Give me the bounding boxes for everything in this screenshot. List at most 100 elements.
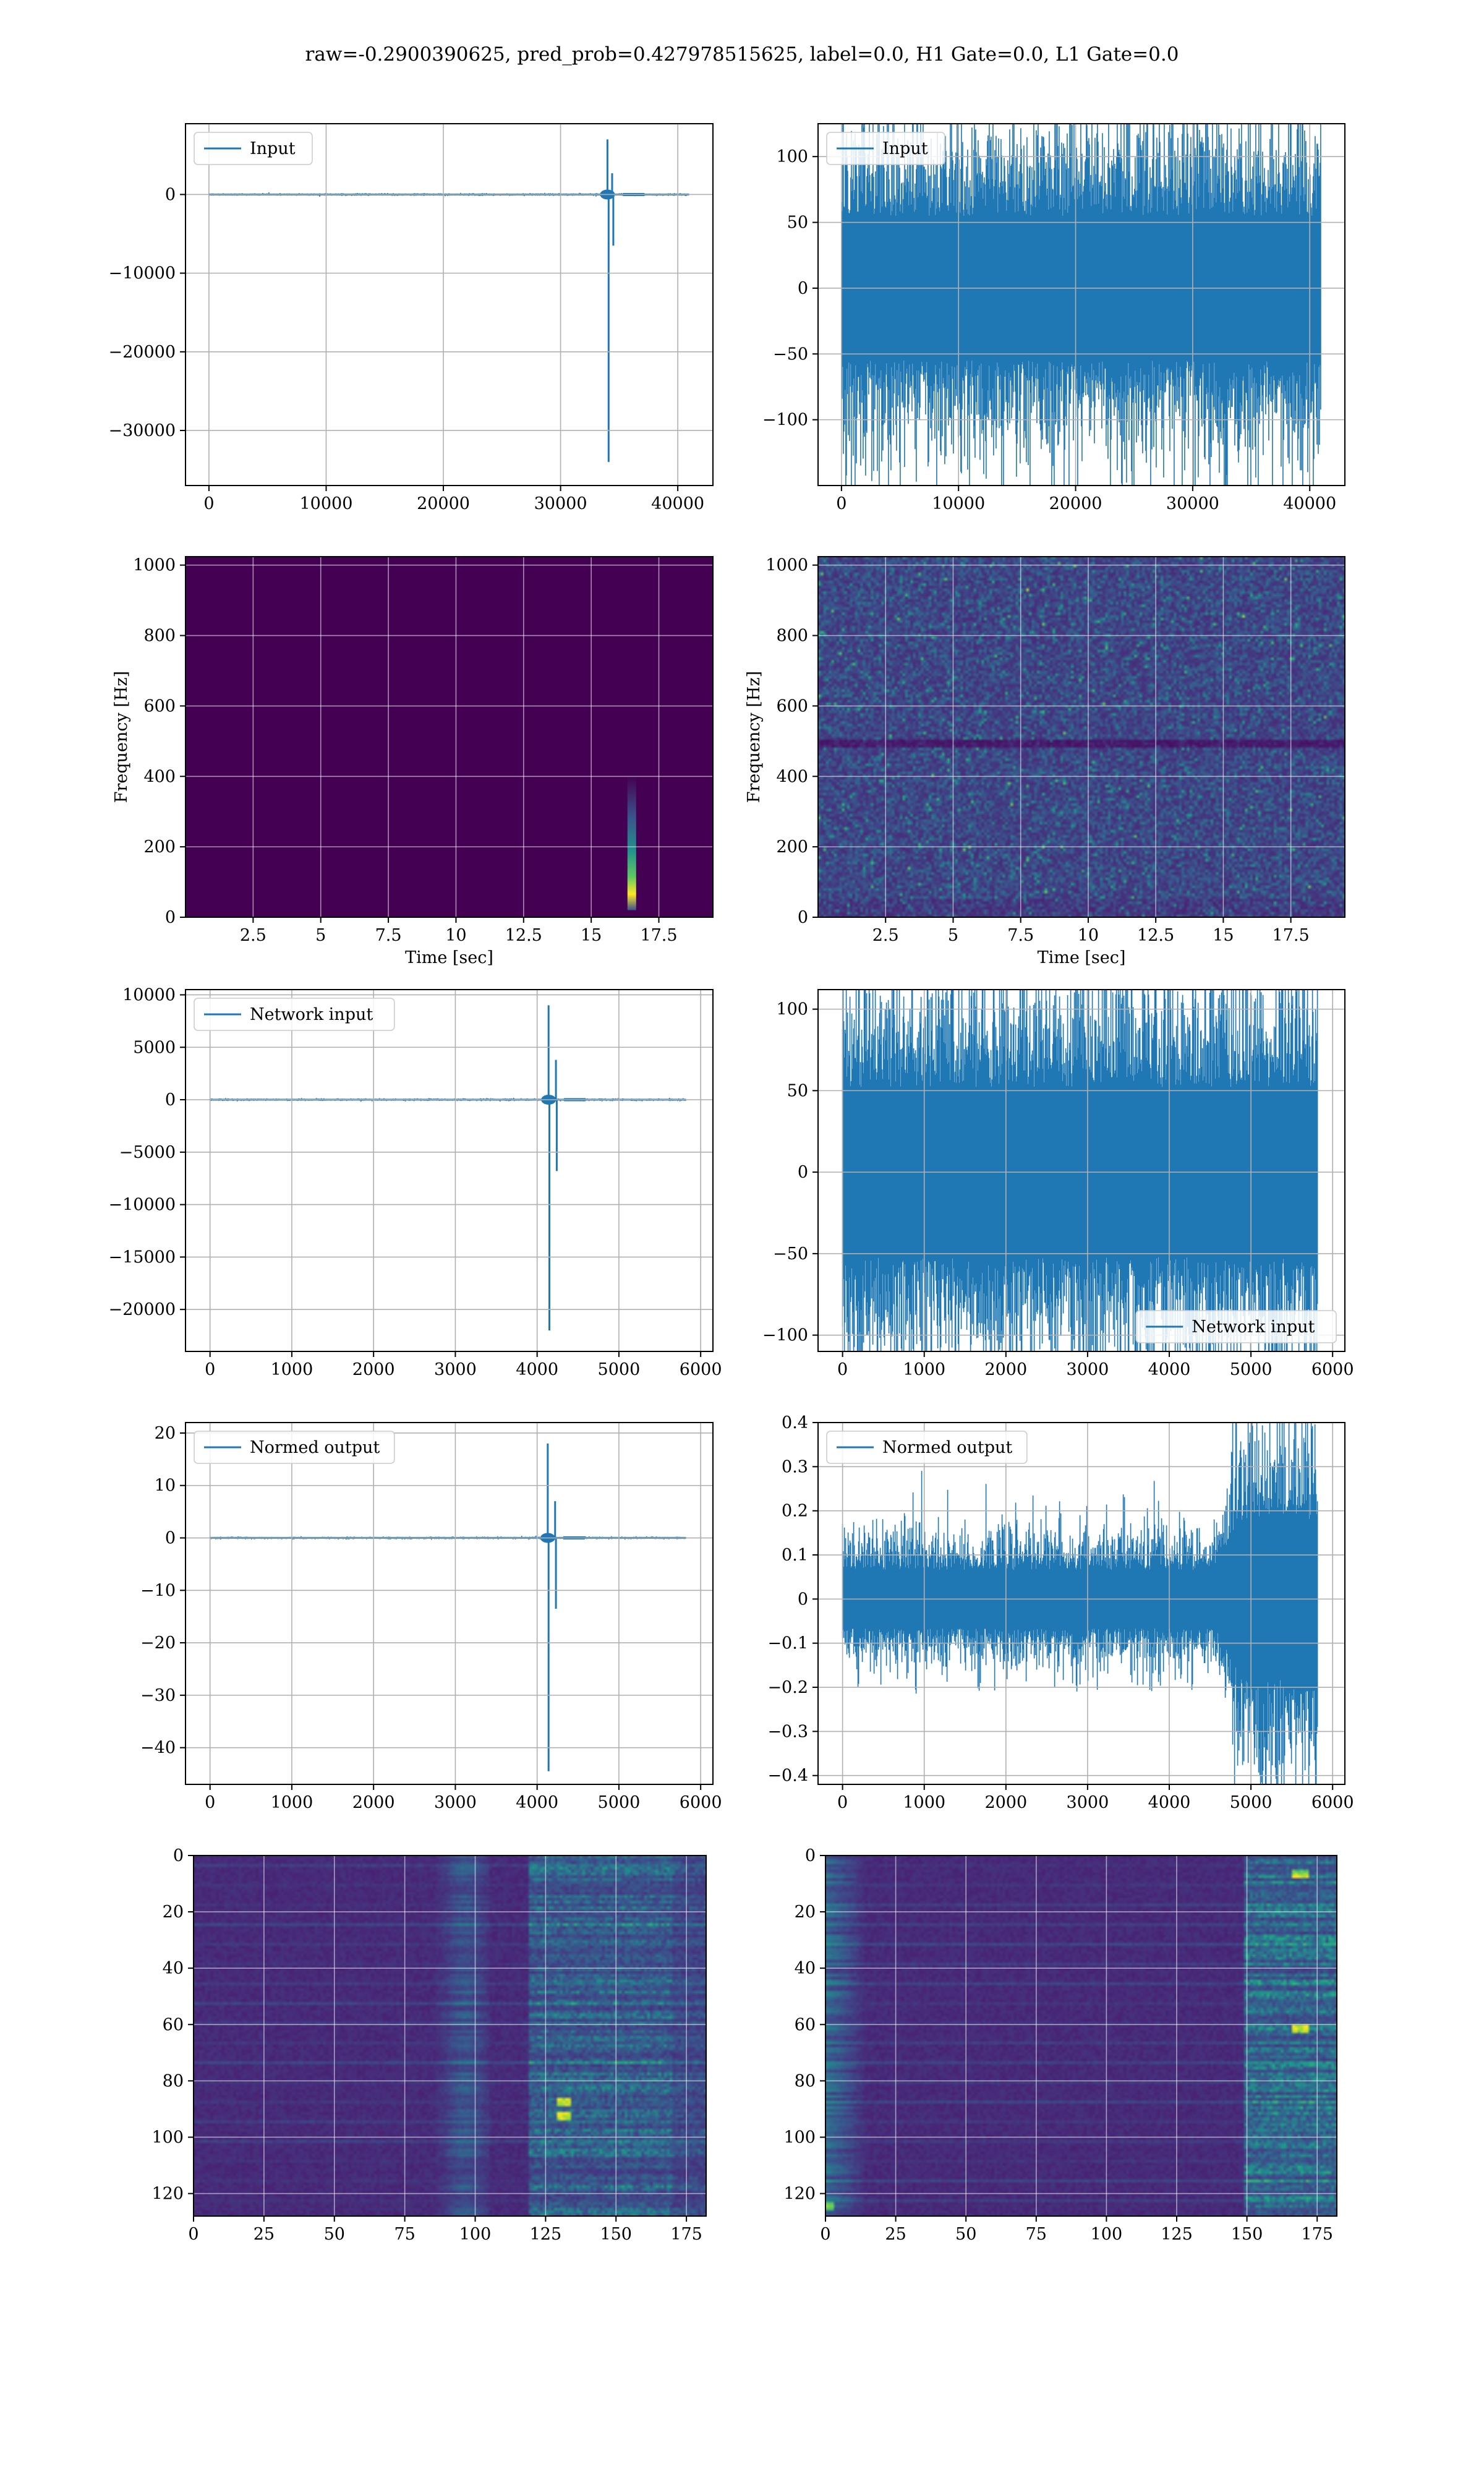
panel-input-left: 0 10000 20000 30000 40000 0 −10000 −20000 −30000… [108,123,714,513]
y-tick-label: 800 [776,627,808,646]
y-tick-label: 0 [798,908,808,927]
y-tick-label: 100 [151,2128,184,2147]
legend: Normed output [194,1431,395,1464]
series-envelope [842,1423,1318,1784]
x-tick-label: 0 [837,1793,848,1812]
y-tick-label: 100 [776,1000,808,1019]
y-tick-label: 0.4 [782,1413,808,1432]
x-tick-label: 100 [1091,2225,1123,2244]
y-tick-label: −50 [773,1244,808,1264]
panel-spectrogram-left: 2.5 5 7.5 10 12.5 15 17.5 0 200 400 600 800 1000 Time… [112,556,714,967]
legend-label: Input [882,139,928,158]
y-tick-label: 80 [795,2071,816,2091]
y-tick-label: −50 [773,345,808,364]
y-tick-label: −20000 [108,1300,176,1319]
y-tick-label: −30 [140,1686,176,1705]
y-tick-label: 10000 [122,985,176,1004]
plot-area [209,1005,686,1331]
x-tick-label: 30000 [534,494,587,513]
y-axis-label: Frequency [Hz] [744,671,764,803]
x-tick-label: 10 [1078,926,1099,945]
y-tick-label: 600 [143,696,176,716]
y-tick-label: 100 [776,147,808,166]
x-tick-label: 0 [205,1793,215,1812]
x-tick-label: 5000 [598,1360,641,1379]
activation-image [825,1856,1337,2216]
y-tick-label: −30000 [108,421,176,440]
x-tick-label: 125 [1161,2225,1193,2244]
x-tick-label: 150 [600,2225,632,2244]
legend: Network input [194,998,395,1031]
plot-area [208,139,689,462]
x-tick-label: 3000 [1067,1793,1109,1812]
y-tick-label: −0.2 [767,1678,808,1697]
plot-area [627,776,636,910]
x-tick-label: 40000 [1283,494,1336,513]
y-tick-label: 80 [163,2071,184,2091]
y-tick-label: 0 [805,1846,816,1865]
y-tick-label: 1000 [133,556,176,575]
x-tick-label: 12.5 [1137,926,1174,945]
x-tick-label: 6000 [1311,1360,1354,1379]
x-tick-label: 1000 [903,1793,945,1812]
y-tick-label: 20 [163,1903,184,1922]
y-tick-label: −10000 [108,1196,176,1215]
axes-frame [825,1855,1337,2217]
axes-frame [185,989,714,1352]
y-tick-label: 0.1 [782,1546,808,1565]
x-tick-label: 2.5 [240,926,267,945]
y-tick-label: 60 [795,2015,816,2034]
legend-box [194,1431,395,1464]
y-tick-label: −40 [140,1739,176,1758]
x-tick-label: 17.5 [1273,926,1310,945]
x-tick-label: 2000 [984,1360,1027,1379]
x-tick-label: 2.5 [872,926,899,945]
x-tick-label: 6000 [680,1360,722,1379]
x-tick-label: 1000 [271,1793,313,1812]
y-tick-label: −0.1 [767,1634,808,1653]
x-tick-label: 5000 [1230,1793,1273,1812]
x-tick-label: 2000 [984,1793,1027,1812]
x-tick-label: 4000 [516,1793,558,1812]
gridlines [186,1423,713,1784]
y-tick-label: −20000 [108,343,176,362]
activation-image [194,1856,706,2216]
legend-label: Normed output [250,1438,380,1457]
axes-frame [817,1422,1345,1785]
panel-activation-right: 0 25 50 75 100 125 150 175 0 20 40 60 80 100 120 [783,1846,1337,2244]
x-tick-label: 75 [1026,2225,1047,2244]
y-tick-label: −15000 [108,1248,176,1267]
panel-normed-output-right: 0 1000 2000 3000 4000 5000 6000 0.4 0.3 0.2 0.1 0 −0… [767,1413,1354,1812]
legend-box [194,998,395,1031]
y-tick-label: 40 [795,1959,816,1978]
x-tick-label: 25 [254,2225,275,2244]
y-tick-label: −5000 [119,1143,176,1162]
x-tick-label: 4000 [1148,1360,1191,1379]
y-tick-label: 0 [798,279,808,298]
legend-label: Network input [250,1005,373,1024]
axes-frame [817,556,1345,918]
x-tick-label: 25 [885,2225,906,2244]
x-tick-label: 175 [1301,2225,1333,2244]
x-tick-label: 150 [1231,2225,1263,2244]
x-tick-label: 5000 [1230,1360,1273,1379]
x-axis-label: Time [sec] [1038,948,1126,967]
y-tick-label: 0 [798,1163,808,1182]
x-tick-label: 75 [394,2225,415,2244]
y-tick-label: 0 [173,1846,184,1865]
gridlines [186,557,713,918]
x-tick-label: 0 [188,2225,198,2244]
y-tick-label: −0.4 [767,1766,808,1786]
axes-frame [817,123,1345,486]
y-tick-label: 600 [776,696,808,716]
x-tick-label: 5000 [598,1793,641,1812]
x-tick-label: 20000 [1049,494,1102,513]
x-tick-label: 7.5 [1007,926,1034,945]
x-tick-label: 0 [205,1360,215,1379]
x-tick-label: 10000 [932,494,985,513]
y-tick-label: 10 [155,1476,176,1496]
y-tick-label: −100 [762,1326,808,1345]
legend-box [194,132,313,165]
y-axis-label: Frequency [Hz] [112,671,131,803]
axes-background [186,557,713,917]
